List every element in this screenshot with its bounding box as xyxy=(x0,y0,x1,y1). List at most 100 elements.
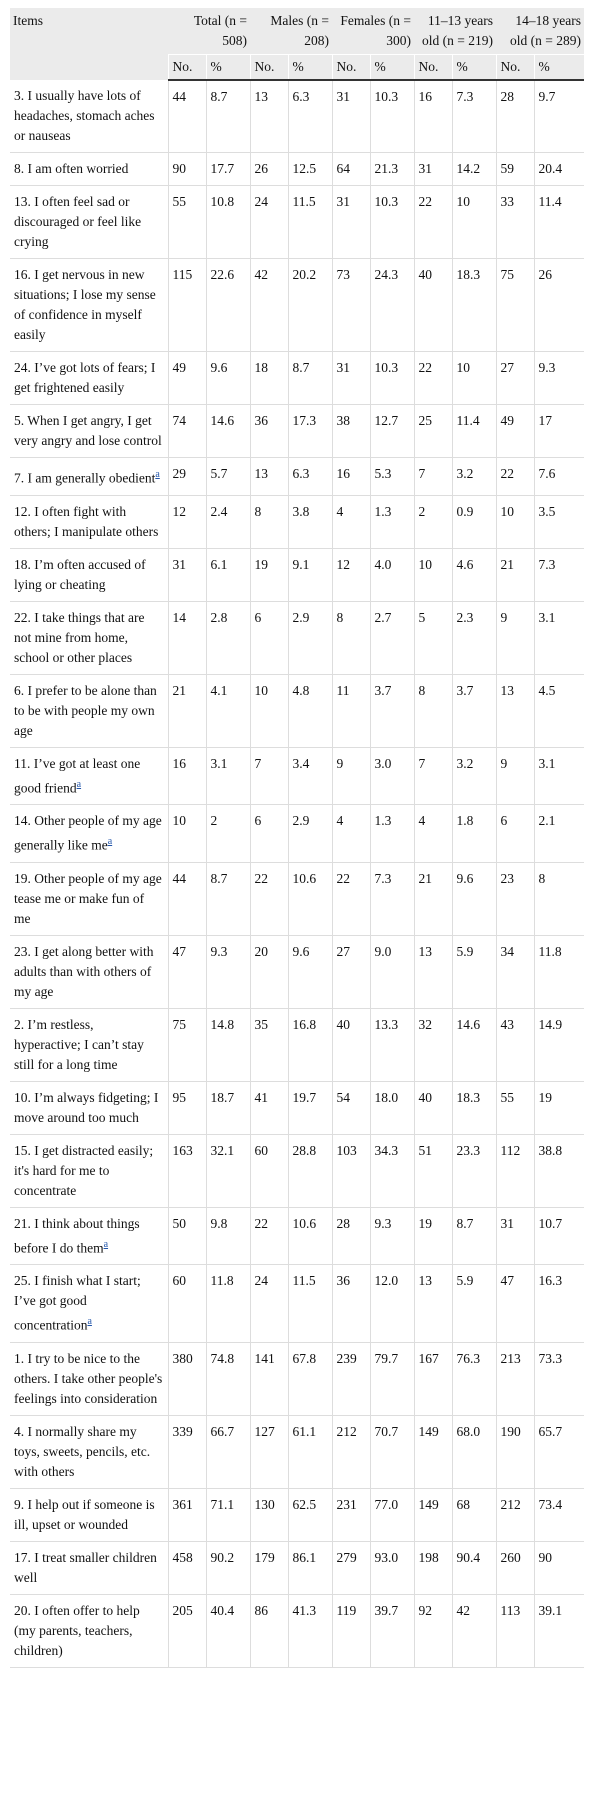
table-row: 20. I often offer to help (my parents, t… xyxy=(10,1594,585,1668)
value-cell: 44 xyxy=(167,862,206,936)
value-cell: 12.5 xyxy=(287,152,333,186)
value-cell: 54 xyxy=(331,1081,371,1135)
value-cell: 3.2 xyxy=(451,747,497,805)
value-cell: 14.2 xyxy=(451,152,497,186)
value-cell: 27 xyxy=(331,935,371,1009)
item-cell: 13. I often feel sad or discouraged or f… xyxy=(10,185,168,259)
value-cell: 2.1 xyxy=(533,804,585,863)
footnote-link[interactable]: a xyxy=(87,1316,92,1327)
footnote-link[interactable]: a xyxy=(107,836,113,847)
items-header: Items xyxy=(10,8,168,80)
value-cell: 26 xyxy=(249,152,288,186)
value-cell: 4.5 xyxy=(533,674,585,748)
value-cell: 70.7 xyxy=(369,1415,415,1489)
value-cell: 23 xyxy=(495,862,535,936)
value-cell: 6 xyxy=(495,804,535,863)
value-cell: 73.3 xyxy=(533,1342,585,1416)
subheader-cell: % xyxy=(287,54,333,81)
value-cell: 12.7 xyxy=(369,404,415,458)
value-cell: 10.3 xyxy=(369,80,415,153)
footnote: a xyxy=(108,835,112,847)
item-cell: 14. Other people of my age generally lik… xyxy=(10,804,168,863)
value-cell: 22 xyxy=(495,457,535,496)
value-cell: 6.3 xyxy=(287,457,333,496)
value-cell: 212 xyxy=(495,1488,535,1542)
group-header: Males (n = 208) xyxy=(250,8,333,55)
footnote-link[interactable]: a xyxy=(103,1238,109,1250)
table-row: 1. I try to be nice to the others. I tak… xyxy=(10,1342,585,1416)
value-cell: 36 xyxy=(249,404,288,458)
value-cell: 7 xyxy=(413,747,453,805)
item-cell: 21. I think about things before I do the… xyxy=(10,1207,168,1265)
table-row: 22. I take things that are not mine from… xyxy=(10,601,585,675)
value-cell: 9 xyxy=(331,747,371,805)
value-cell: 39.7 xyxy=(369,1594,415,1668)
value-cell: 8.7 xyxy=(287,351,333,405)
item-cell: 18. I’m often accused of lying or cheati… xyxy=(10,548,168,602)
item-cell: 6. I prefer to be alone than to be with … xyxy=(10,674,168,748)
item-cell: 25. I finish what I start; I’ve got good… xyxy=(10,1264,168,1343)
value-cell: 22 xyxy=(413,185,453,259)
value-cell: 198 xyxy=(413,1541,453,1595)
item-text: 20. I often offer to help (my parents, t… xyxy=(14,1602,140,1658)
value-cell: 44 xyxy=(167,80,206,153)
value-cell: 212 xyxy=(331,1415,371,1489)
item-cell: 17. I treat smaller children well xyxy=(10,1541,168,1595)
value-cell: 18 xyxy=(249,351,288,405)
item-cell: 22. I take things that are not mine from… xyxy=(10,601,168,675)
value-cell: 3.1 xyxy=(205,747,250,805)
item-text: 10. I’m always fidgeting; I move around … xyxy=(14,1089,159,1125)
value-cell: 40.4 xyxy=(205,1594,250,1668)
value-cell: 380 xyxy=(167,1342,206,1416)
table-row: 3. I usually have lots of headaches, sto… xyxy=(10,80,585,153)
value-cell: 14 xyxy=(167,601,206,675)
table-row: 12. I often fight with others; I manipul… xyxy=(10,495,585,549)
table-row: 11. I’ve got at least one good frienda 16… xyxy=(10,747,585,805)
value-cell: 2.9 xyxy=(287,601,333,675)
value-cell: 16 xyxy=(413,80,453,153)
footnote: a xyxy=(155,468,159,480)
value-cell: 74 xyxy=(167,404,206,458)
item-cell: 4. I normally share my toys, sweets, pen… xyxy=(10,1415,168,1489)
value-cell: 115 xyxy=(167,258,206,352)
value-cell: 10.8 xyxy=(205,185,250,259)
table-row: 18. I’m often accused of lying or cheati… xyxy=(10,548,585,602)
value-cell: 167 xyxy=(413,1342,453,1416)
value-cell: 73 xyxy=(331,258,371,352)
table-row: 7. I am generally obedienta 29 5.7 13 6.3 16 5… xyxy=(10,457,585,496)
footnote-link[interactable]: a xyxy=(76,778,82,790)
item-cell: 10. I’m always fidgeting; I move around … xyxy=(10,1081,168,1135)
value-cell: 34 xyxy=(495,935,535,1009)
item-cell: 7. I am generally obedienta xyxy=(10,457,168,496)
item-text: 21. I think about things before I do the… xyxy=(14,1215,140,1256)
table-row: 21. I think about things before I do the… xyxy=(10,1207,585,1265)
value-cell: 47 xyxy=(495,1264,535,1343)
item-text: 7. I am generally obedient xyxy=(14,470,156,486)
value-cell: 90.4 xyxy=(451,1541,497,1595)
value-cell: 51 xyxy=(413,1134,453,1208)
value-cell: 43 xyxy=(495,1008,535,1082)
item-text: 25. I finish what I start; I’ve got good… xyxy=(14,1273,141,1333)
value-cell: 92 xyxy=(413,1594,453,1668)
value-cell: 11.4 xyxy=(533,185,585,259)
value-cell: 50 xyxy=(167,1207,206,1265)
item-cell: 12. I often fight with others; I manipul… xyxy=(10,495,168,549)
value-cell: 2.3 xyxy=(451,601,497,675)
value-cell: 67.8 xyxy=(287,1342,333,1416)
item-text: 22. I take things that are not mine from… xyxy=(14,609,145,665)
value-cell: 3.1 xyxy=(533,747,585,805)
value-cell: 3.4 xyxy=(287,747,333,805)
value-cell: 24 xyxy=(249,1264,288,1343)
item-cell: 1. I try to be nice to the others. I tak… xyxy=(10,1342,168,1416)
value-cell: 9.1 xyxy=(287,548,333,602)
value-cell: 31 xyxy=(413,152,453,186)
value-cell: 55 xyxy=(167,185,206,259)
body: Items Total (n = 508) Males (n = 208) Femal… xyxy=(0,8,590,1803)
value-cell: 163 xyxy=(167,1134,206,1208)
table-row: 10. I’m always fidgeting; I move around … xyxy=(10,1081,585,1135)
value-cell: 60 xyxy=(167,1264,206,1343)
footnote-link[interactable]: a xyxy=(155,469,160,480)
item-cell: 15. I get distracted easily; it's hard f… xyxy=(10,1134,168,1208)
value-cell: 2 xyxy=(205,804,250,863)
value-cell: 20 xyxy=(249,935,288,1009)
